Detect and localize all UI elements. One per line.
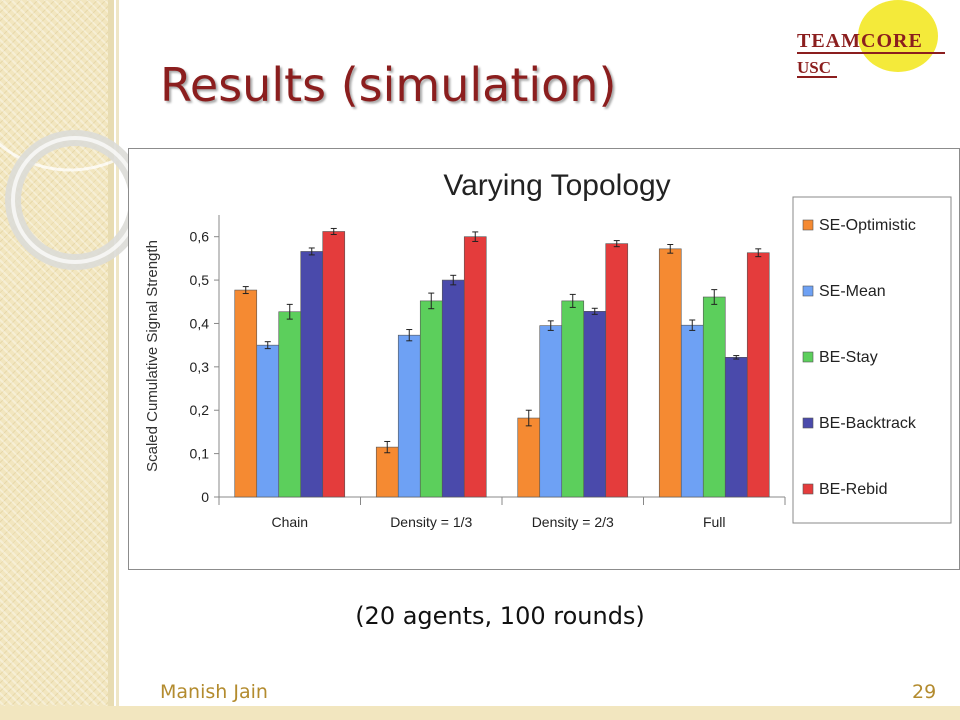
legend-swatch xyxy=(802,483,814,495)
bar xyxy=(539,325,563,498)
legend-box xyxy=(792,196,952,524)
bar xyxy=(234,289,258,498)
legend-swatch xyxy=(802,417,814,429)
y-tick-label: 0,3 xyxy=(190,359,210,375)
bar xyxy=(322,231,346,498)
bar xyxy=(680,324,704,498)
y-tick-label: 0,5 xyxy=(190,272,210,288)
bar xyxy=(256,344,280,498)
legend-label: SE-Optimistic xyxy=(819,217,916,234)
chart-container: Varying Topology Scaled Cumulative Signal… xyxy=(128,148,960,570)
y-tick-label: 0,6 xyxy=(190,229,210,245)
x-tick-label: Density = 2/3 xyxy=(532,514,614,530)
bar-chart: Varying Topology Scaled Cumulative Signal… xyxy=(144,169,952,530)
bar xyxy=(724,357,748,498)
x-tick-label: Full xyxy=(703,514,726,530)
slide-title: Results (simulation) xyxy=(160,58,617,112)
y-tick-label: 0 xyxy=(201,489,209,505)
bar xyxy=(419,300,443,498)
logo-sun xyxy=(858,0,938,72)
logo-usc: USC xyxy=(797,58,832,77)
footer-author: Manish Jain xyxy=(160,681,268,703)
logo-underline-short xyxy=(797,76,837,78)
x-tick-label: Chain xyxy=(271,514,308,530)
y-tick-label: 0,1 xyxy=(190,446,210,462)
logo-teamcore: TEAMCORE xyxy=(797,30,923,52)
sidebar-edge xyxy=(108,0,114,720)
logo-underline xyxy=(797,52,945,54)
y-axis-label: Scaled Cumulative Signal Strength xyxy=(144,240,161,472)
bottom-band xyxy=(0,706,960,720)
bar xyxy=(463,236,487,498)
bar xyxy=(561,300,585,498)
bar xyxy=(300,251,324,498)
bar xyxy=(278,311,302,498)
bar xyxy=(702,296,726,498)
bar xyxy=(375,446,399,498)
chart-title: Varying Topology xyxy=(443,169,670,202)
bar xyxy=(746,252,770,498)
slide-caption: (20 agents, 100 rounds) xyxy=(355,602,645,630)
bar xyxy=(397,334,421,498)
sidebar-edge-highlight xyxy=(116,0,119,720)
x-tick-label: Density = 1/3 xyxy=(390,514,472,530)
bar xyxy=(583,311,607,498)
legend-swatch xyxy=(802,351,814,363)
page-number: 29 xyxy=(912,681,937,703)
legend-swatch xyxy=(802,219,814,231)
y-tick-label: 0,4 xyxy=(190,315,210,331)
bar xyxy=(605,243,629,498)
y-tick-label: 0,2 xyxy=(190,402,210,418)
legend-label: BE-Backtrack xyxy=(819,415,917,432)
legend-label: BE-Stay xyxy=(819,349,878,366)
bar xyxy=(517,417,541,498)
legend-label: SE-Mean xyxy=(819,283,886,300)
legend-swatch xyxy=(802,285,814,297)
bar xyxy=(658,248,682,498)
bar xyxy=(441,279,465,498)
legend-label: BE-Rebid xyxy=(819,481,887,498)
